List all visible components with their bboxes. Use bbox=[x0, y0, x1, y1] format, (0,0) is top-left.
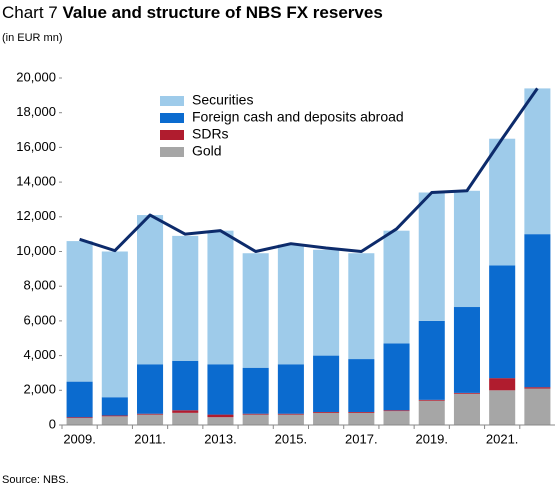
y-tick-label: 10,000 bbox=[16, 243, 56, 258]
legend-swatch bbox=[160, 130, 184, 140]
legend-label: Gold bbox=[192, 143, 222, 159]
bar-segment bbox=[489, 378, 516, 391]
x-tick-label: 2019. bbox=[415, 431, 448, 446]
x-tick-label: 2011. bbox=[134, 431, 166, 446]
bar-segment bbox=[489, 265, 516, 379]
bar-segment bbox=[383, 410, 410, 412]
bar-segment bbox=[348, 412, 375, 425]
y-tick-label: 14,000 bbox=[16, 174, 56, 189]
bar-segment bbox=[207, 230, 234, 365]
bar-segment bbox=[313, 355, 340, 412]
legend-swatch bbox=[160, 96, 184, 106]
chart-title: Value and structure of NBS FX reserves bbox=[62, 3, 382, 22]
bar-segment bbox=[524, 234, 551, 388]
bar-segment bbox=[137, 364, 164, 414]
legend-label: SDRs bbox=[192, 126, 229, 142]
bar-segment bbox=[418, 400, 445, 425]
bar-segment bbox=[453, 190, 480, 308]
bar-segment bbox=[453, 392, 480, 394]
bar-segment bbox=[172, 360, 199, 411]
bar-segment bbox=[313, 412, 340, 425]
bar-segment bbox=[418, 192, 445, 321]
y-tick-label: 8,000 bbox=[23, 278, 56, 293]
y-tick-label: 2,000 bbox=[23, 382, 56, 397]
bar-segment bbox=[242, 367, 269, 414]
chart-source: Source: NBS. bbox=[2, 474, 69, 486]
bar-segment bbox=[524, 88, 551, 235]
bar-segment bbox=[207, 364, 234, 415]
bar-segment bbox=[172, 412, 199, 425]
bar-segment bbox=[383, 343, 410, 411]
bar-segment bbox=[418, 320, 445, 400]
y-tick-label: 6,000 bbox=[23, 312, 56, 327]
y-tick-label: 12,000 bbox=[16, 208, 56, 223]
bar-segment bbox=[101, 415, 128, 417]
bar-segment bbox=[453, 393, 480, 425]
bar-segment bbox=[524, 387, 551, 389]
y-tick-label: 16,000 bbox=[16, 139, 56, 154]
bar-segment bbox=[101, 397, 128, 416]
bar-segment bbox=[172, 235, 199, 361]
bar-segment bbox=[277, 244, 304, 365]
bar-segment bbox=[489, 138, 516, 266]
bar-segment bbox=[66, 417, 93, 419]
bar-segment bbox=[207, 414, 234, 418]
y-tick-label: 4,000 bbox=[23, 347, 56, 362]
bar-segment bbox=[137, 413, 164, 415]
total-line bbox=[79, 87, 539, 253]
chart-label: Chart 7 bbox=[2, 3, 58, 22]
chart-title-line: Chart 7 Value and structure of NBS FX re… bbox=[2, 3, 383, 22]
bar-segment bbox=[172, 410, 199, 413]
bar-segment bbox=[101, 416, 128, 425]
bar-segment bbox=[137, 414, 164, 425]
bar-segment bbox=[66, 241, 93, 382]
bar-segment bbox=[66, 418, 93, 425]
y-tick-label: 20,000 bbox=[16, 69, 56, 84]
bar-segment bbox=[242, 414, 269, 425]
y-tick-label: 18,000 bbox=[16, 104, 56, 119]
bar-segment bbox=[383, 230, 410, 344]
y-tick-label: 0 bbox=[49, 416, 56, 431]
bar-segment bbox=[207, 417, 234, 425]
legend-swatch bbox=[160, 147, 184, 157]
bar-segment bbox=[313, 249, 340, 356]
chart-subtitle: (in EUR mn) bbox=[2, 32, 63, 44]
bar-segment bbox=[277, 364, 304, 414]
bar-segment bbox=[348, 359, 375, 412]
bar-segment bbox=[242, 253, 269, 368]
bar-segment bbox=[453, 307, 480, 393]
bar-segment bbox=[242, 413, 269, 415]
bar-segment bbox=[489, 390, 516, 425]
legend-label: Securities bbox=[192, 92, 253, 108]
bar-segment bbox=[66, 381, 93, 418]
bar-segment bbox=[137, 215, 164, 365]
x-tick-label: 2021. bbox=[486, 431, 519, 446]
x-tick-label: 2017. bbox=[345, 431, 378, 446]
bar-segment bbox=[383, 411, 410, 425]
x-tick-label: 2013. bbox=[204, 431, 237, 446]
x-tick-label: 2009. bbox=[63, 431, 96, 446]
bar-segment bbox=[277, 414, 304, 425]
legend-swatch bbox=[160, 113, 184, 123]
bar-segment bbox=[101, 251, 128, 398]
bar-segment bbox=[277, 413, 304, 415]
bar-segment bbox=[524, 388, 551, 425]
bar-segment bbox=[348, 253, 375, 360]
legend-label: Foreign cash and deposits abroad bbox=[192, 109, 404, 125]
x-tick-label: 2015. bbox=[275, 431, 308, 446]
bar-segment bbox=[313, 411, 340, 413]
bar-segment bbox=[348, 411, 375, 413]
bar-segment bbox=[418, 399, 445, 401]
